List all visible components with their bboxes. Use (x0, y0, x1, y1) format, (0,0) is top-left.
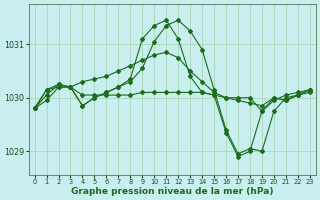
X-axis label: Graphe pression niveau de la mer (hPa): Graphe pression niveau de la mer (hPa) (71, 187, 274, 196)
